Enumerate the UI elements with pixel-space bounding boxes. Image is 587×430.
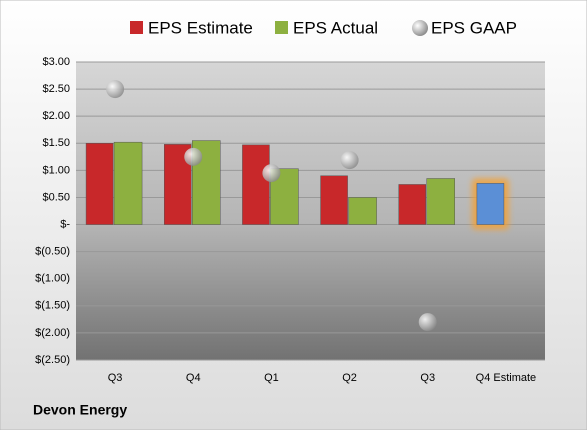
company-name: Devon Energy — [33, 402, 127, 418]
bar — [113, 141, 143, 225]
y-tick-label: $2.00 — [42, 110, 70, 122]
legend-label: EPS Estimate — [148, 18, 253, 37]
legend-marker — [412, 20, 428, 36]
y-tick-label: $(2.00) — [35, 327, 70, 339]
plot-area — [76, 62, 545, 360]
x-tick-label: Q1 — [264, 372, 279, 384]
gaap-marker — [418, 313, 437, 332]
legend-marker — [130, 21, 143, 34]
y-tick-label: $0.50 — [42, 191, 70, 203]
y-tick-label: $(0.50) — [35, 246, 70, 258]
gaap-marker — [106, 80, 125, 99]
y-tick-label: $2.50 — [42, 83, 70, 95]
y-tick-label: $(1.50) — [35, 300, 70, 312]
bar — [85, 143, 114, 225]
gaap-marker — [340, 151, 359, 170]
gaap-marker — [184, 147, 203, 166]
bar — [398, 184, 426, 225]
x-tick-label: Q4 Estimate — [476, 372, 537, 384]
legend-label: EPS Actual — [293, 18, 378, 37]
y-tick-label: $(2.50) — [35, 354, 70, 366]
y-tick-label: $(1.00) — [35, 273, 70, 285]
x-tick-label: Q4 — [186, 372, 201, 384]
bar — [476, 183, 505, 225]
y-tick-label: $1.50 — [42, 137, 70, 149]
x-tick-label: Q3 — [420, 372, 435, 384]
bar — [426, 178, 455, 225]
bar — [320, 175, 348, 225]
legend-marker — [275, 21, 288, 34]
y-tick-label: $1.00 — [42, 164, 70, 176]
x-tick-label: Q2 — [342, 372, 357, 384]
x-tick-label: Q3 — [108, 372, 123, 384]
y-tick-label: $- — [60, 218, 70, 230]
bar — [242, 144, 270, 225]
gaap-marker — [262, 164, 281, 183]
y-tick-label: $3.00 — [42, 56, 70, 68]
legend-label: EPS GAAP — [431, 18, 517, 37]
bar — [348, 197, 377, 225]
